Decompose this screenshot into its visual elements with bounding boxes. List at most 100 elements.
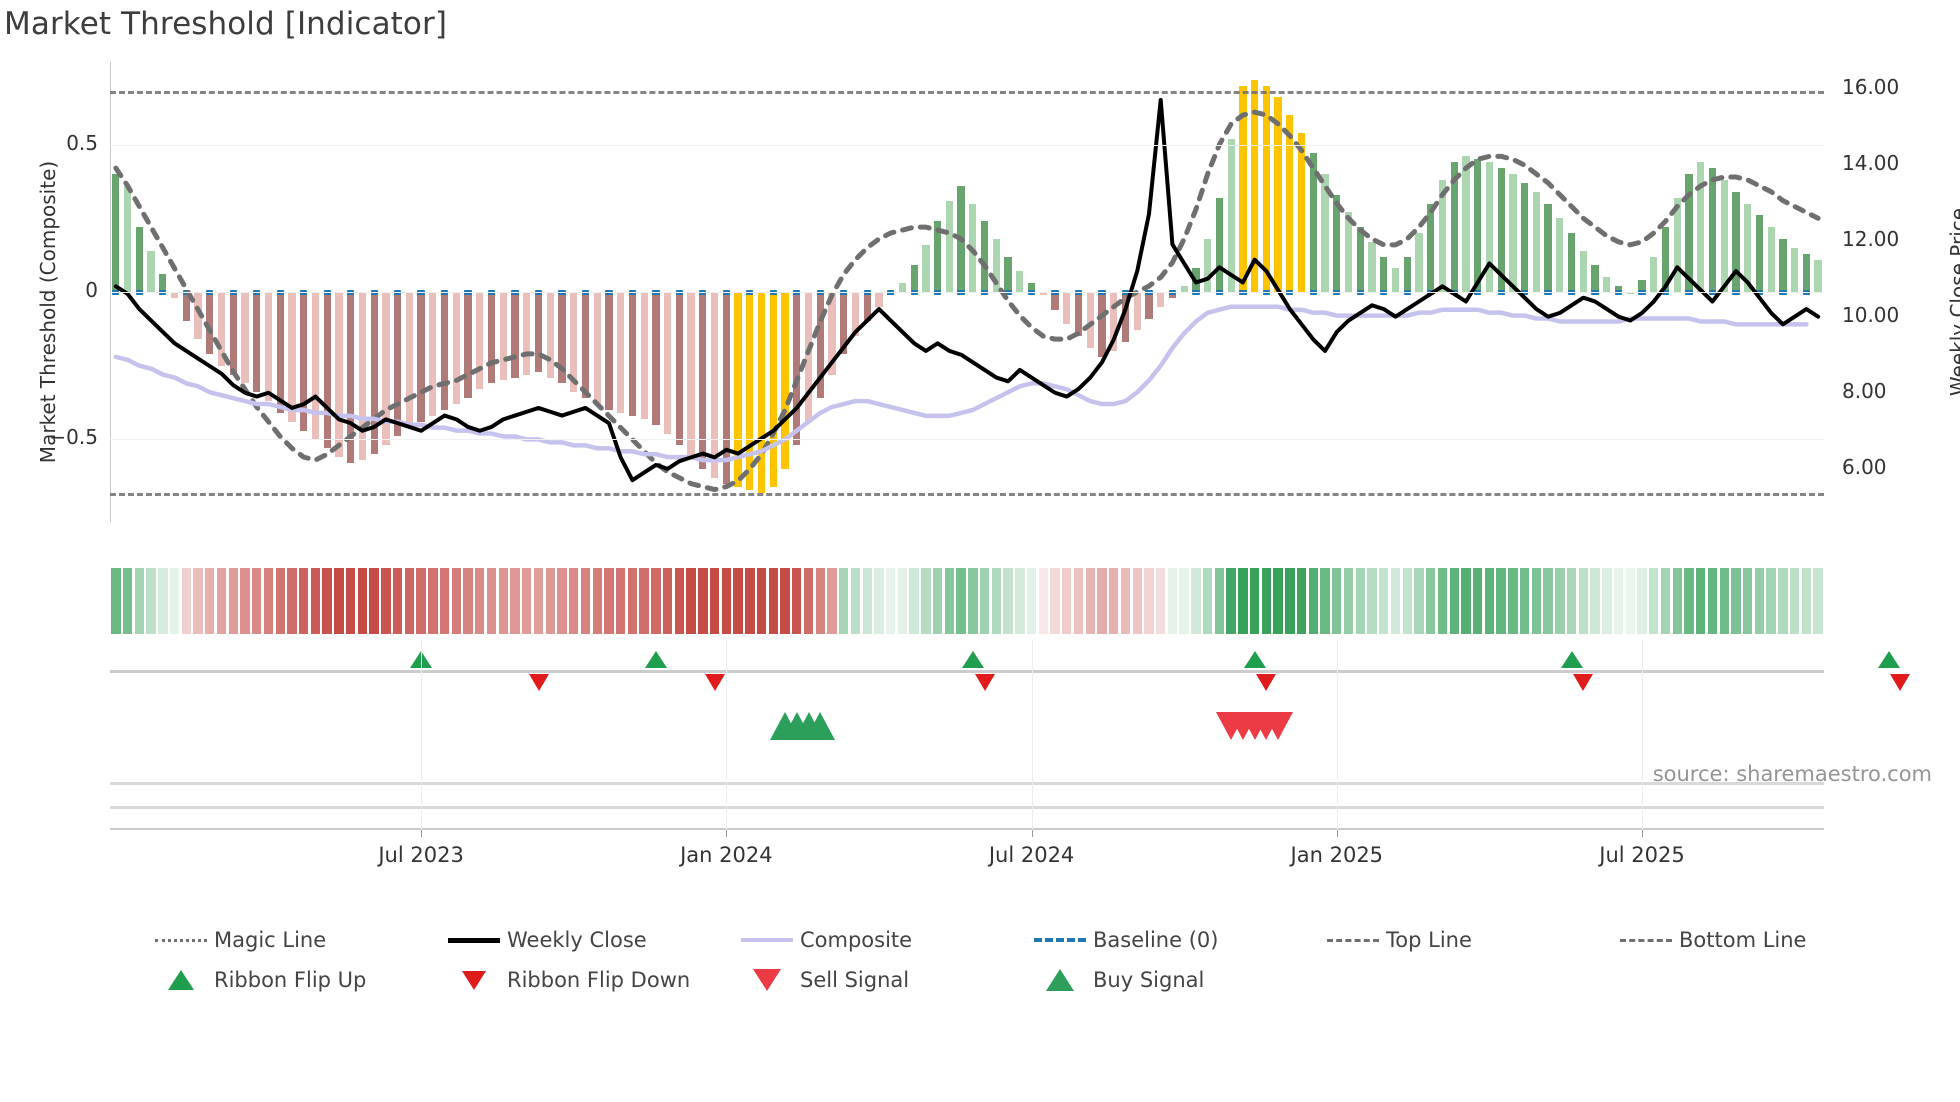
ribbon-cell [1332,568,1342,634]
ribbon-cell [134,568,145,634]
composite-bar [1779,238,1787,292]
composite-bar [440,292,449,410]
ribbon-cell [1519,568,1530,634]
ribbon-cell [1355,568,1365,634]
composite-bar [1204,238,1212,292]
composite-bar [1767,227,1775,292]
composite-bar [1180,286,1188,292]
composite-bar [499,292,507,381]
legend-item[interactable]: Ribbon Flip Down [443,960,736,1000]
composite-bar [1661,227,1670,292]
composite-bar [1309,153,1317,292]
ribbon-cell [1426,568,1436,634]
ribbon-cell [792,568,802,634]
composite-bar [123,185,132,292]
ribbon-cell [1602,568,1612,634]
composite-bar [687,292,695,458]
ribbon-cell [874,568,884,634]
legend-item[interactable]: Baseline (0) [1029,920,1322,960]
composite-bar [1427,203,1435,292]
ribbon-cell [158,568,168,634]
composite-bar [722,292,730,484]
legend-item[interactable]: Buy Signal [1029,960,1322,1000]
ribbon-cell [533,568,544,634]
ribbon-cell [1696,568,1706,634]
ribbon-cell [827,568,837,634]
x-axis-tick-label: Jan 2024 [680,843,773,867]
ribbon-cell [1707,568,1718,634]
ribbon-flip-down-marker [1890,674,1911,691]
ribbon-cell [1097,568,1107,634]
ribbon-cell [498,568,508,634]
composite-bar [382,292,390,446]
legend-item-label: Ribbon Flip Down [507,968,691,992]
buy-signal-marker [805,712,836,740]
composite-bar [663,292,672,434]
legend-item[interactable]: Top Line [1322,920,1615,960]
legend-item[interactable]: Ribbon Flip Up [150,960,443,1000]
ribbon-cell [1343,568,1354,634]
ribbon-cell [193,568,203,634]
composite-bar [922,244,930,292]
composite-bar [1215,197,1224,292]
ribbon-cell [1672,568,1682,634]
ribbon-cell [698,568,708,634]
ribbon-cell [1531,568,1542,634]
ribbon-cell [733,568,743,634]
ribbon-cell [604,568,614,634]
composite-bar [253,292,261,393]
composite-bar [1520,182,1529,292]
composite-bar [1755,215,1764,292]
dashed-line-icon [1615,938,1677,942]
ribbon-cell [1742,568,1753,634]
composite-bar [1098,292,1106,357]
legend-item[interactable]: Weekly Close [443,920,736,960]
main-plot-area [110,62,1824,522]
y-axis-right-tick: 6.00 [1842,454,1887,479]
ribbon-cell [416,568,426,634]
composite-bar [217,292,226,366]
legend-item[interactable]: Bottom Line [1615,920,1908,960]
composite-bar [300,292,308,431]
composite-bar [1650,256,1658,292]
ribbon-cell [439,568,450,634]
y-gridline [110,439,1824,441]
legend-item[interactable]: Sell Signal [736,960,1029,1000]
ribbon-cell [815,568,825,634]
ribbon-flip-up-marker [644,651,667,668]
ribbon-cell [1731,568,1741,634]
composite-bar [511,292,519,378]
ribbon-cell [486,568,497,634]
composite-bar [288,292,296,422]
legend-item[interactable]: Composite [736,920,1029,960]
ribbon-cell [580,568,591,634]
composite-bar [617,292,625,413]
ribbon-cell [968,568,978,634]
y-axis-right-tick: 8.00 [1842,378,1887,403]
x-axis-tick-label: Jul 2025 [1599,843,1685,867]
ribbon-cell [885,568,896,634]
composite-bar [1168,292,1177,298]
y-axis-right-tick: 16.00 [1842,74,1900,99]
composite-bar [840,292,848,354]
legend-item-label: Top Line [1386,928,1472,952]
ribbon-cell [334,568,344,634]
composite-bar [1074,292,1083,337]
ribbon-cell [263,568,274,634]
composite-bar [1403,256,1411,292]
ribbon-flip-up-marker [961,651,984,668]
ribbon-cell [240,568,250,634]
ribbon-cell [545,568,555,634]
ribbon-cell [275,568,285,634]
ribbon-flip-marker-row [110,640,1911,700]
legend-item[interactable]: Magic Line [150,920,443,960]
ribbon-cell [780,568,790,634]
composite-bar [1544,203,1552,292]
composite-bar [1086,292,1094,349]
composite-bar [1380,256,1388,292]
ribbon-cell [1062,568,1072,634]
composite-bar [1027,283,1036,292]
composite-bar [652,292,660,425]
composite-bar [276,292,284,413]
ribbon-cell [1555,568,1565,634]
